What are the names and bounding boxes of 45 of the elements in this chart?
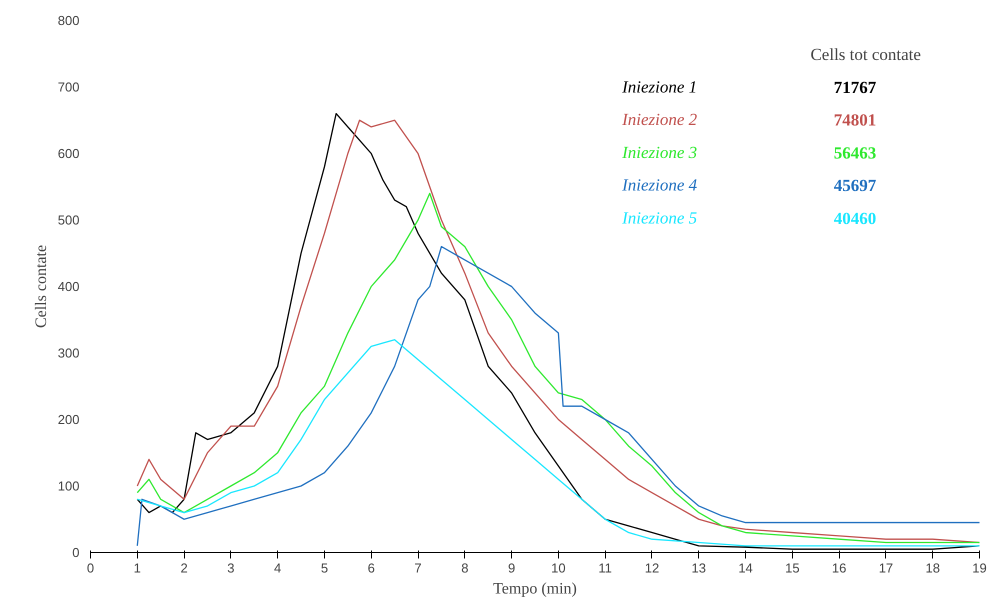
y-axis-title: Cells contate (32, 244, 50, 328)
text: Iniezione 5 (621, 208, 698, 228)
y-tick-label: 100 (58, 478, 80, 494)
x-tick-label: 5 (320, 560, 328, 576)
x-tick-label: 1 (134, 560, 141, 576)
annotation: 74801 (834, 110, 876, 130)
x-tick-label: 9 (508, 560, 516, 576)
x-tick-label: 8 (461, 560, 468, 576)
x-tick-label: 17 (878, 560, 894, 576)
annotation: 45697 (834, 176, 877, 196)
y-tick-label: 400 (58, 279, 80, 294)
x-tick-label: 11 (598, 560, 612, 576)
x-tick-label: 19 (972, 560, 987, 576)
y-tick-label: 500 (58, 212, 80, 228)
x-tick-label: 2 (180, 560, 188, 576)
x-tick-label: 18 (925, 560, 940, 576)
x-tick-label: 10 (551, 560, 566, 576)
text: Iniezione 1 (621, 78, 698, 96)
y-tick-label: 800 (58, 13, 80, 28)
annotation: 40460 (834, 208, 876, 228)
legend-title: Cells tot contate (810, 44, 921, 64)
y-tick-label: 700 (58, 80, 80, 94)
x-tick-label: 4 (274, 560, 282, 576)
y-tick-label: 0 (72, 545, 80, 560)
annotation: 71767 (834, 78, 877, 97)
text: Iniezione 3 (621, 142, 698, 162)
line-series (136, 192, 980, 544)
line-series (136, 246, 980, 546)
x-tick-label: 0 (86, 560, 94, 576)
x-tick-label: 12 (644, 560, 660, 576)
x-axis-title: Tempo (min) (493, 580, 577, 598)
x-tick-label: 14 (738, 560, 753, 576)
y-tick-label: 200 (58, 412, 80, 427)
x-tick-label: 7 (414, 560, 422, 576)
text: Iniezione 4 (621, 176, 698, 195)
x-tick-label: 16 (832, 560, 846, 576)
x-tick-label: 13 (692, 560, 706, 576)
annotation: 56463 (834, 143, 876, 162)
y-tick-label: 300 (58, 346, 80, 360)
x-tick-label: 6 (368, 560, 375, 576)
text: Iniezione 2 (621, 110, 698, 130)
y-tick-label: 600 (58, 146, 80, 161)
line-series (136, 339, 980, 546)
x-tick-label: 15 (785, 560, 800, 576)
x-tick-label: 3 (227, 560, 234, 576)
